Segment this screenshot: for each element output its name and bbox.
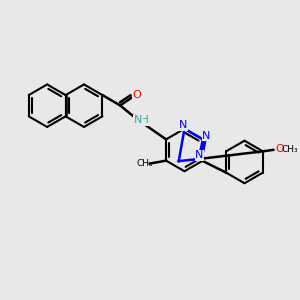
Text: N: N bbox=[134, 115, 142, 125]
Text: O: O bbox=[275, 144, 284, 154]
Text: CH₃: CH₃ bbox=[136, 159, 153, 168]
Text: N: N bbox=[179, 120, 187, 130]
Text: O: O bbox=[133, 90, 142, 100]
Text: H: H bbox=[141, 115, 148, 125]
Text: N: N bbox=[202, 131, 211, 141]
Text: CH₃: CH₃ bbox=[281, 145, 298, 154]
Text: N: N bbox=[195, 151, 203, 160]
